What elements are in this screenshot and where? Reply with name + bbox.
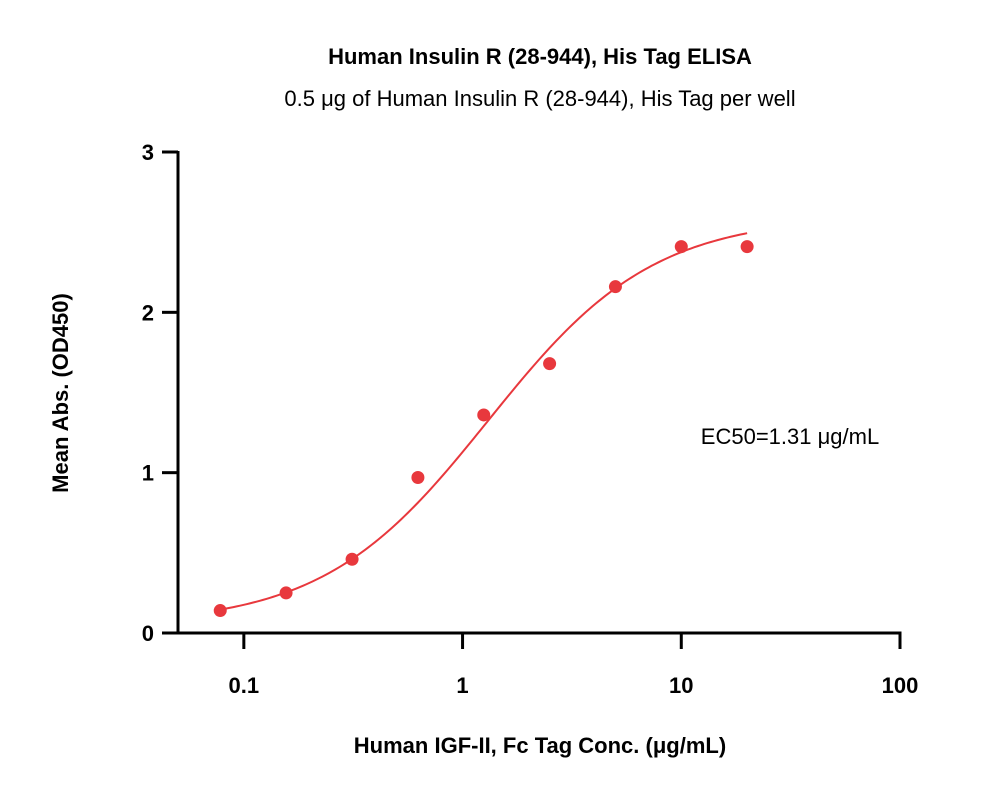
chart-subtitle: 0.5 μg of Human Insulin R (28-944), His … — [284, 86, 795, 111]
ec50-annotation: EC50=1.31 μg/mL — [701, 424, 879, 449]
data-points-layer — [213, 240, 754, 618]
y-tick-label: 3 — [142, 140, 154, 165]
x-tick-label: 0.1 — [229, 673, 260, 698]
data-point — [543, 357, 557, 371]
data-point — [674, 240, 688, 254]
x-tick-label: 10 — [669, 673, 693, 698]
x-axis-label: Human IGF-II, Fc Tag Conc. (μg/mL) — [354, 733, 726, 758]
fit-curve-layer — [220, 232, 748, 611]
data-point — [740, 240, 754, 254]
data-point — [213, 604, 227, 618]
y-tick-label: 0 — [142, 621, 154, 646]
x-tick-label: 100 — [882, 673, 919, 698]
chart-title: Human Insulin R (28-944), His Tag ELISA — [328, 44, 752, 69]
data-point — [608, 280, 622, 294]
x-tick-label: 1 — [456, 673, 468, 698]
data-point — [345, 552, 359, 566]
y-axis-label: Mean Abs. (OD450) — [48, 293, 73, 493]
fit-curve — [220, 232, 748, 611]
axes: 0 1 2 3 0.1 1 10 100 — [142, 140, 919, 698]
y-tick-label: 2 — [142, 300, 154, 325]
y-tick-label: 1 — [142, 461, 154, 486]
data-point — [411, 470, 425, 484]
data-point — [477, 408, 491, 422]
data-point — [279, 586, 293, 600]
